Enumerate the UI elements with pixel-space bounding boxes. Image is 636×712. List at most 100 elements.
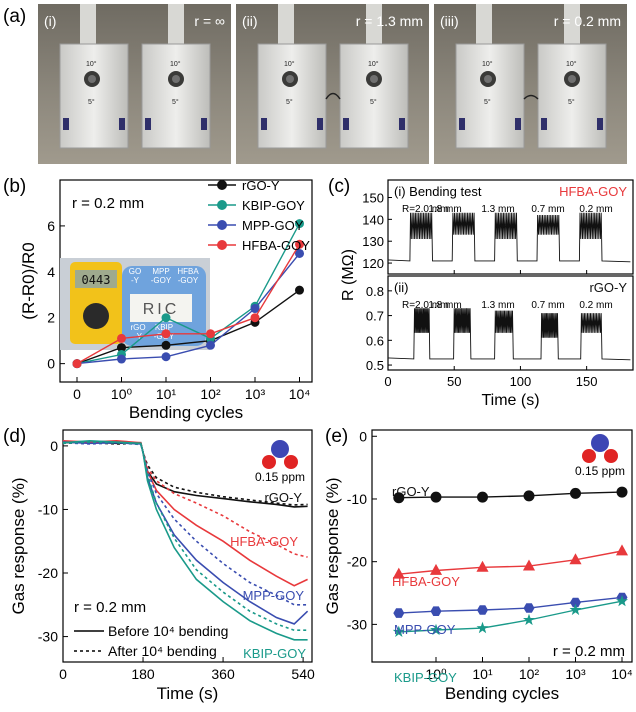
clamp-left [80, 4, 96, 44]
series-line-HFBA-GOY-solid [62, 439, 308, 587]
x-tick-label: 10⁴ [611, 666, 633, 682]
fixture-screw [459, 118, 465, 130]
panel-b: (b) 0 2 4 6 0 10⁰ 10¹ 10² 10³ 10⁴ Bending cycles (R… [3, 176, 313, 422]
x-tick-label: 10² [519, 666, 540, 682]
data-point-rGO-Y [477, 491, 488, 503]
subpanel-title: (ii) [394, 280, 408, 295]
fixture-mark: 10° [482, 60, 493, 68]
subpanel-sample: rGO-Y [589, 280, 627, 295]
fixture-block-right [537, 43, 607, 149]
data-point-HFBA-GOY [72, 359, 82, 369]
series-line-MPP-GOY-dotted [62, 441, 308, 606]
panel-e: (e) 0 -10 -20 -30 10⁰ 10¹ 10² 10³ 10⁴ Bending cyc… [323, 426, 633, 703]
data-point-MPP-GOY [161, 352, 171, 362]
series-line-MPP-GOY [398, 596, 623, 614]
segment-label: 0.7 mm [531, 300, 564, 311]
series-label: rGO-Y [264, 490, 302, 505]
resistance-trace-top [387, 212, 631, 263]
panel-a-label: (a) [3, 6, 26, 27]
series-line-rGO-Y-dotted [62, 441, 308, 506]
inset-sample-label: -GOY [178, 276, 199, 285]
series-line-rGO-Y [398, 491, 623, 499]
chart-c: 120 130 140 150 (i) Bending test HFBA-GOY R=2.… [340, 179, 634, 409]
data-point-KBIP-GOY [161, 313, 171, 323]
data-point-KBIP-GOY [392, 625, 405, 637]
data-point-rGO-Y [393, 492, 405, 504]
x-tick-label: 10² [200, 386, 221, 402]
fixture-block-right [141, 43, 211, 149]
y-axis-label: (R-R0)/R0 [19, 242, 38, 319]
inset-sample-label: GO [129, 267, 141, 276]
segment-label: 0.2 mm [579, 204, 612, 215]
photo-index: (iii) [440, 13, 459, 29]
x-tick-label: 0 [73, 386, 81, 402]
legend-marker [217, 220, 227, 230]
data-point-HFBA-GOY [615, 544, 629, 556]
inset-sample-label: -Y [131, 276, 140, 285]
concentration-label: 0.15 ppm [575, 464, 625, 478]
data-point-HFBA-GOY [476, 560, 489, 572]
series-line-KBIP-GOY [398, 600, 623, 633]
fixture-hole-inner [88, 75, 96, 83]
y-axis-label: Gas response (%) [9, 478, 28, 615]
data-point-rGO-Y [430, 491, 442, 503]
series-line-KBIP-GOY-solid [62, 439, 308, 641]
fixture-mark: 10° [284, 60, 295, 68]
data-point-rGO-Y [523, 490, 535, 502]
data-point-KBIP-GOY [430, 623, 442, 636]
fixture-screw [63, 118, 69, 130]
panel-c: (c) 120 130 140 150 (i) Bending test HFBA-GOY… [328, 176, 634, 409]
data-point-KBIP-GOY [616, 594, 628, 607]
fixture-screw [399, 118, 405, 130]
data-point-HFBA-GOY [392, 567, 405, 579]
molecule-icon-o [284, 455, 298, 469]
panel-e-label: (e) [325, 426, 348, 447]
segment-label: 1.3 mm [481, 300, 514, 311]
molecule-icon-n [591, 434, 609, 452]
fixture-hole-inner [370, 75, 378, 83]
y-tick-label: -10 [347, 491, 367, 507]
y-tick-label: 0.8 [366, 284, 384, 299]
series-line-KBIP-GOY [76, 223, 301, 365]
inset-dial [83, 303, 109, 329]
data-point-KBIP-GOY [295, 219, 304, 229]
photo-2: 10° 10° 5° 5° (ii) r = 1.3 mm [236, 4, 429, 164]
y-axis-label: Gas response (%) [323, 478, 342, 615]
y-tick-label: -20 [38, 565, 58, 581]
fixture-screw [343, 118, 349, 130]
inset-paper-text: RIC [143, 301, 180, 318]
series-label: KBIP-GOY [394, 670, 457, 685]
data-point-HFBA-GOY [429, 563, 443, 575]
series-line-KBIP-GOY-dotted [62, 441, 308, 632]
data-point-MPP-GOY [570, 597, 581, 608]
series-line-rGO-Y [76, 289, 300, 365]
resistance-trace-bottom [387, 308, 631, 361]
y-tick-label: 0.6 [366, 333, 384, 348]
panel-d: (d) 0 -10 -20 -30 0 180 360 540 Time (s) Gas resp… [3, 426, 315, 703]
segment-label: 0.2 mm [579, 300, 612, 311]
inset-paper [130, 294, 192, 322]
segment-label: R=2.0 mm [402, 300, 448, 311]
panel-c-label: (c) [328, 176, 350, 197]
legend-marker [217, 180, 227, 190]
axes-frame-bottom [387, 275, 634, 371]
inset-sample-label: HFBA [177, 267, 199, 276]
data-point-HFBA-GOY [117, 333, 126, 343]
y-tick-label: 130 [362, 234, 384, 249]
data-point-MPP-GOY [393, 608, 405, 618]
inset-multimeter-screen [75, 270, 117, 288]
x-tick-label: 50 [447, 374, 461, 389]
fixture-mark: 5° [286, 98, 293, 106]
molecule-icon-n [271, 440, 289, 458]
photo-1: 10° 10° 5° 5° (i) r = ∞ [38, 4, 231, 164]
x-tick-label: 180 [131, 666, 155, 682]
fixture-mark: 10° [566, 60, 577, 68]
fixture-block-left [455, 43, 525, 149]
data-point-rGO-Y [570, 487, 581, 499]
x-axis-label: Bending cycles [129, 403, 243, 422]
molecule-icon-o [604, 449, 618, 463]
segment-label: 0.7 mm [531, 204, 564, 215]
data-point-MPP-GOY [206, 340, 215, 350]
y-tick-label: 0.7 [366, 309, 384, 324]
data-point-MPP-GOY [430, 606, 442, 616]
